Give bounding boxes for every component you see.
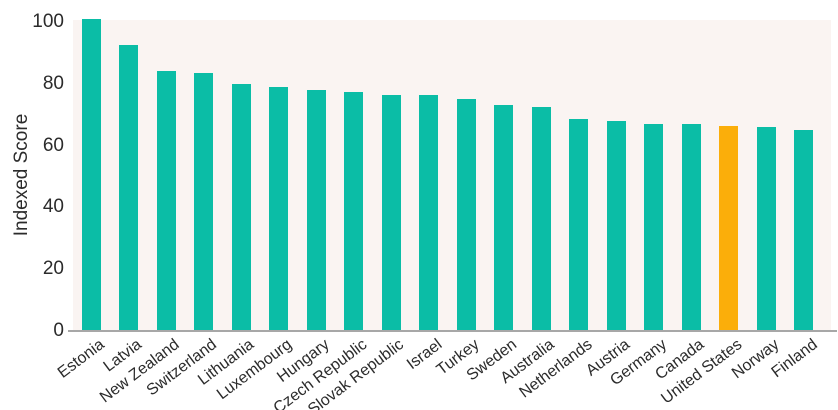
y-tick-80: 80: [42, 72, 64, 94]
bar-latvia: [119, 45, 139, 331]
bar-israel: [419, 94, 439, 331]
bar-hungary: [306, 89, 326, 331]
bar-austria: [606, 120, 626, 331]
bar-lithuania: [231, 83, 251, 331]
y-tick-40: 40: [42, 196, 64, 218]
y-tick-60: 60: [42, 134, 64, 156]
bar-slovak-republic: [381, 94, 401, 331]
bar-estonia: [81, 18, 101, 331]
bar-switzerland: [194, 72, 214, 331]
bar-germany: [644, 123, 664, 331]
y-tick-0: 0: [53, 320, 64, 341]
y-tick-100: 100: [32, 11, 64, 32]
bar-norway: [756, 127, 776, 331]
bar-netherlands: [569, 119, 589, 331]
bar-australia: [531, 106, 551, 331]
bar-sweden: [494, 105, 514, 331]
bar-czech-republic: [344, 91, 364, 331]
x-label-estonia: Estonia: [54, 336, 108, 382]
bar-finland: [794, 130, 814, 331]
y-axis-title: Indexed Score: [11, 113, 32, 237]
bar-new-zealand: [156, 71, 176, 331]
y-tick-20: 20: [42, 258, 64, 280]
x-axis-line: [68, 330, 837, 332]
bar-luxembourg: [269, 86, 289, 331]
bar-canada: [681, 123, 701, 331]
plot-area: [73, 20, 831, 331]
bar-turkey: [456, 99, 476, 331]
bar-united-states: [719, 125, 739, 331]
